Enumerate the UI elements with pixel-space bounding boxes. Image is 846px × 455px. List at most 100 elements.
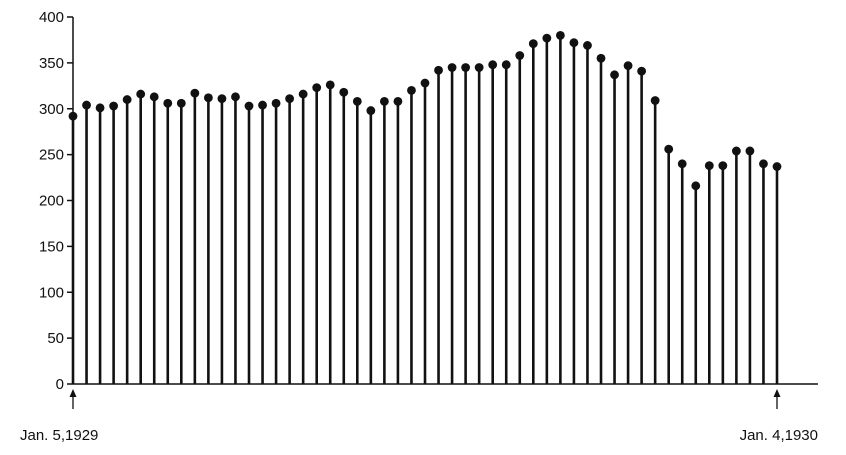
data-stem — [623, 61, 633, 384]
stem-head — [122, 95, 132, 104]
data-stem — [203, 93, 213, 384]
data-stem — [312, 83, 322, 384]
y-tick-label: 350 — [39, 55, 64, 72]
stem-head — [704, 161, 714, 171]
stem-head — [745, 146, 755, 156]
stem-head — [501, 60, 511, 70]
start-date-label: Jan. 5,1929 — [20, 427, 98, 444]
stem-head — [420, 78, 430, 88]
data-stem — [569, 38, 579, 384]
data-stem — [718, 161, 728, 384]
data-stem — [231, 92, 240, 384]
stem-head — [623, 61, 633, 71]
data-stem — [325, 80, 335, 384]
end-arrow — [773, 389, 781, 409]
stem-head — [352, 97, 362, 106]
data-stem — [691, 181, 701, 384]
stem-head — [515, 51, 525, 60]
data-stem — [379, 97, 389, 384]
stem-head — [312, 83, 322, 93]
stem-head — [271, 98, 281, 108]
stem-head — [637, 66, 647, 76]
data-stem — [163, 98, 173, 384]
stem-head — [163, 98, 173, 108]
data-stem — [650, 96, 660, 384]
stem-head — [664, 144, 674, 154]
data-stem — [704, 161, 714, 384]
y-tick-label: 300 — [39, 101, 64, 118]
stem-head — [366, 106, 376, 115]
data-stem — [745, 146, 755, 384]
stem-head — [82, 100, 91, 110]
y-tick-label: 200 — [39, 193, 64, 210]
data-stem — [109, 101, 119, 384]
data-stem — [136, 89, 146, 384]
stem-head — [379, 97, 389, 106]
data-stem — [610, 70, 619, 384]
stem-head — [569, 38, 579, 48]
data-stem — [501, 60, 511, 384]
data-stem — [447, 63, 457, 384]
stem-head — [339, 87, 349, 97]
stem-head — [217, 94, 227, 104]
stem-head — [555, 30, 565, 40]
stem-head — [461, 63, 471, 72]
stem-head — [68, 111, 78, 121]
stem-head — [258, 100, 267, 110]
data-stem — [190, 88, 200, 384]
data-stem — [407, 86, 416, 384]
data-stem — [366, 106, 376, 384]
y-axis: 0 50 100 150 200 250 300 350 400 — [39, 9, 74, 393]
data-stem — [772, 162, 782, 384]
stem-head — [759, 159, 768, 169]
data-stem — [298, 89, 308, 384]
stem-head — [434, 65, 443, 75]
stem-head — [203, 93, 213, 103]
stem-head — [407, 86, 416, 95]
stem-head — [298, 89, 308, 99]
y-tick-label: 250 — [39, 147, 64, 164]
data-stem — [176, 98, 186, 384]
stem-head — [542, 33, 552, 43]
stem-head — [528, 39, 538, 49]
data-stem — [217, 94, 227, 384]
data-stem — [339, 87, 349, 384]
data-stems — [68, 30, 782, 384]
stem-head — [325, 80, 335, 90]
stem-head — [677, 159, 687, 169]
data-stem — [731, 146, 741, 384]
data-stem — [488, 60, 498, 384]
data-stem — [434, 65, 443, 384]
data-stem — [596, 53, 606, 384]
stem-head — [393, 97, 403, 106]
data-stem — [352, 97, 362, 384]
data-stem — [68, 111, 78, 384]
data-stem — [474, 63, 484, 384]
data-stem — [393, 97, 403, 384]
stem-head — [447, 63, 457, 72]
y-tick-label: 100 — [39, 284, 64, 301]
y-tick-label: 0 — [56, 376, 64, 393]
data-stem — [122, 95, 132, 384]
data-stem — [420, 78, 430, 384]
stem-head — [474, 63, 484, 72]
stem-head — [650, 96, 660, 105]
data-stem — [149, 92, 159, 384]
data-stem — [555, 30, 565, 384]
stem-head — [190, 88, 200, 98]
data-stem — [515, 51, 525, 384]
data-stem — [244, 101, 254, 384]
stem-head — [731, 146, 741, 156]
data-stem — [95, 103, 105, 384]
stem-head — [95, 103, 105, 113]
stem-head — [231, 92, 240, 102]
stem-head — [691, 181, 701, 191]
stem-head — [718, 161, 728, 171]
data-stem — [637, 66, 647, 384]
data-stem — [664, 144, 674, 384]
y-tick-label: 50 — [47, 330, 64, 347]
data-stem — [583, 41, 592, 384]
end-date-label: Jan. 4,1930 — [740, 427, 818, 444]
stem-head — [244, 101, 254, 111]
